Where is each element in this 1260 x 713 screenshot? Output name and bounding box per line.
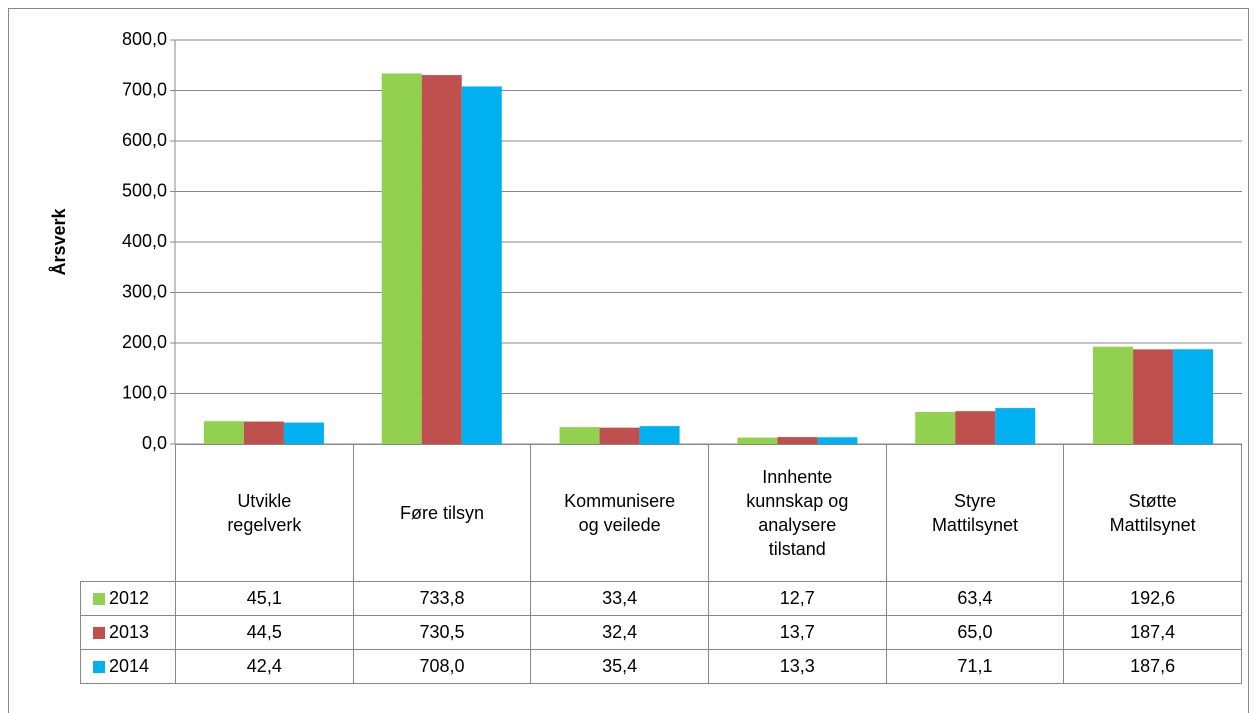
category-label: Føre tilsyn [399,503,484,523]
series-row: 2014 42,4 708,0 35,4 13,3 71,1 187,6 [80,649,1242,684]
y-tick-label: 400,0 [122,231,167,251]
bar [777,437,818,444]
category-label: Styre Mattilsynet [931,491,1018,535]
bar [817,437,858,444]
bar [381,73,422,444]
value-cell: 13,7 [707,615,887,650]
legend-label: 2014 [109,656,150,676]
value-cell: 733,8 [352,581,532,616]
legend-label: 2013 [109,622,150,642]
bar [203,421,244,444]
series-row: 2012 45,1 733,8 33,4 12,7 63,4 192,6 [80,581,1242,616]
value-cell: 187,4 [1063,615,1242,650]
bar [737,437,778,444]
bar [559,427,600,444]
value-cell: 63,4 [885,581,1065,616]
bar [421,75,462,444]
category-cell: Føre tilsyn [352,444,532,582]
bar [283,422,324,444]
category-label: Støtte Mattilsynet [1109,491,1196,535]
chart-frame [8,8,1249,713]
bar [461,86,502,445]
legend-label: 2012 [109,588,150,608]
bar [1133,349,1174,444]
legend-swatch [93,661,105,674]
category-label: Innhente kunnskap og analysere tilstand [746,467,849,559]
y-tick-label: 700,0 [122,79,167,99]
legend-cell: 2013 [80,615,176,650]
legend-swatch [93,627,105,640]
value-cell: 35,4 [530,649,709,684]
bar [955,411,996,444]
category-label: Utvikle regelverk [227,491,302,535]
value-cell: 708,0 [352,649,532,684]
bar [915,411,956,444]
category-cell: Støtte Mattilsynet [1063,444,1242,582]
data-table: Utvikle regelverk Føre tilsyn Kommunisere … [80,444,1242,684]
bar [995,408,1036,444]
category-cell: Innhente kunnskap og analysere tilstand [707,444,887,582]
blank-cell [80,444,176,582]
bar [243,421,284,444]
bar [1093,346,1134,444]
bar [599,427,640,444]
bar [1173,349,1214,444]
value-cell: 192,6 [1063,581,1242,616]
y-tick-label: 300,0 [122,281,167,301]
bar [639,426,680,444]
series-row: 2013 44,5 730,5 32,4 13,7 65,0 187,4 [80,615,1242,650]
legend-swatch [93,593,105,606]
value-cell: 32,4 [530,615,709,650]
y-tick-label: 100,0 [122,382,167,402]
value-cell: 44,5 [175,615,354,650]
y-axis-label: Årsverk [49,207,69,275]
value-cell: 65,0 [885,615,1065,650]
y-tick-label: 200,0 [122,332,167,352]
value-cell: 42,4 [175,649,354,684]
y-tick-label: 600,0 [122,130,167,150]
value-cell: 730,5 [352,615,532,650]
y-tick-label: 800,0 [122,29,167,49]
value-cell: 33,4 [530,581,709,616]
category-cell: Utvikle regelverk [175,444,354,582]
value-cell: 187,6 [1063,649,1242,684]
y-tick-label: 500,0 [122,180,167,200]
legend-cell: 2012 [80,581,176,616]
category-cell: Kommunisere og veilede [530,444,709,582]
category-cell: Styre Mattilsynet [885,444,1065,582]
value-cell: 13,3 [707,649,887,684]
value-cell: 45,1 [175,581,354,616]
legend-cell: 2014 [80,649,176,684]
value-cell: 12,7 [707,581,887,616]
category-label: Kommunisere og veilede [564,491,676,535]
category-row: Utvikle regelverk Føre tilsyn Kommunisere … [80,444,1242,582]
value-cell: 71,1 [885,649,1065,684]
